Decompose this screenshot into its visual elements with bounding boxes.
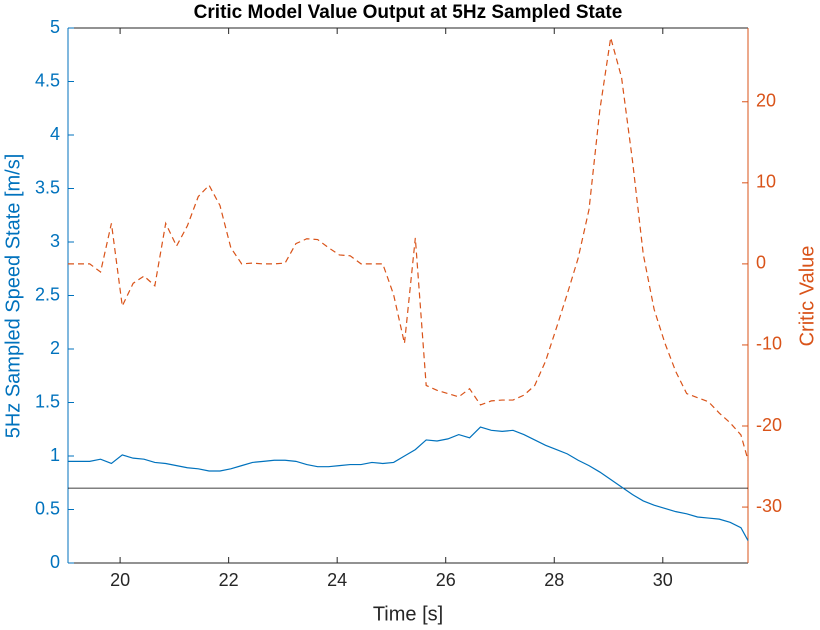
y-tick-label: 3 — [50, 231, 60, 251]
y-tick-label: 4 — [50, 124, 60, 144]
y-tick-label: 4.5 — [35, 70, 60, 90]
x-tick-label: 20 — [110, 570, 130, 590]
y-tick-label: 0 — [50, 552, 60, 572]
data-line — [68, 426, 749, 541]
x-axis-label: Time [s] — [373, 603, 443, 625]
y-tick-label: 0.5 — [35, 498, 60, 518]
y-tick-label: 2.5 — [35, 284, 60, 304]
x-tick-label: 22 — [219, 570, 239, 590]
y-tick-label: 5 — [50, 17, 60, 37]
y2-tick-label: -30 — [756, 496, 782, 516]
y-tick-label: 2 — [50, 338, 60, 358]
y-tick-label: 1.5 — [35, 391, 60, 411]
x-tick-label: 28 — [544, 570, 564, 590]
y2-tick-label: 0 — [756, 253, 766, 273]
x-tick-label: 30 — [653, 570, 673, 590]
chart-title: Critic Model Value Output at 5Hz Sampled… — [194, 2, 623, 23]
y-tick-label: 3.5 — [35, 177, 60, 197]
data-line — [68, 37, 749, 461]
y2-tick-label: -20 — [756, 415, 782, 435]
x-tick-label: 24 — [327, 570, 347, 590]
y2-tick-label: 10 — [756, 172, 776, 192]
y-tick-label: 1 — [50, 445, 60, 465]
y2-tick-label: -10 — [756, 334, 782, 354]
y2-axis-label: Critic Value — [796, 246, 818, 347]
y2-tick-label: 20 — [756, 91, 776, 111]
x-tick-label: 26 — [436, 570, 456, 590]
y-axis-label: 5Hz Sampled Speed State [m/s] — [2, 154, 24, 439]
